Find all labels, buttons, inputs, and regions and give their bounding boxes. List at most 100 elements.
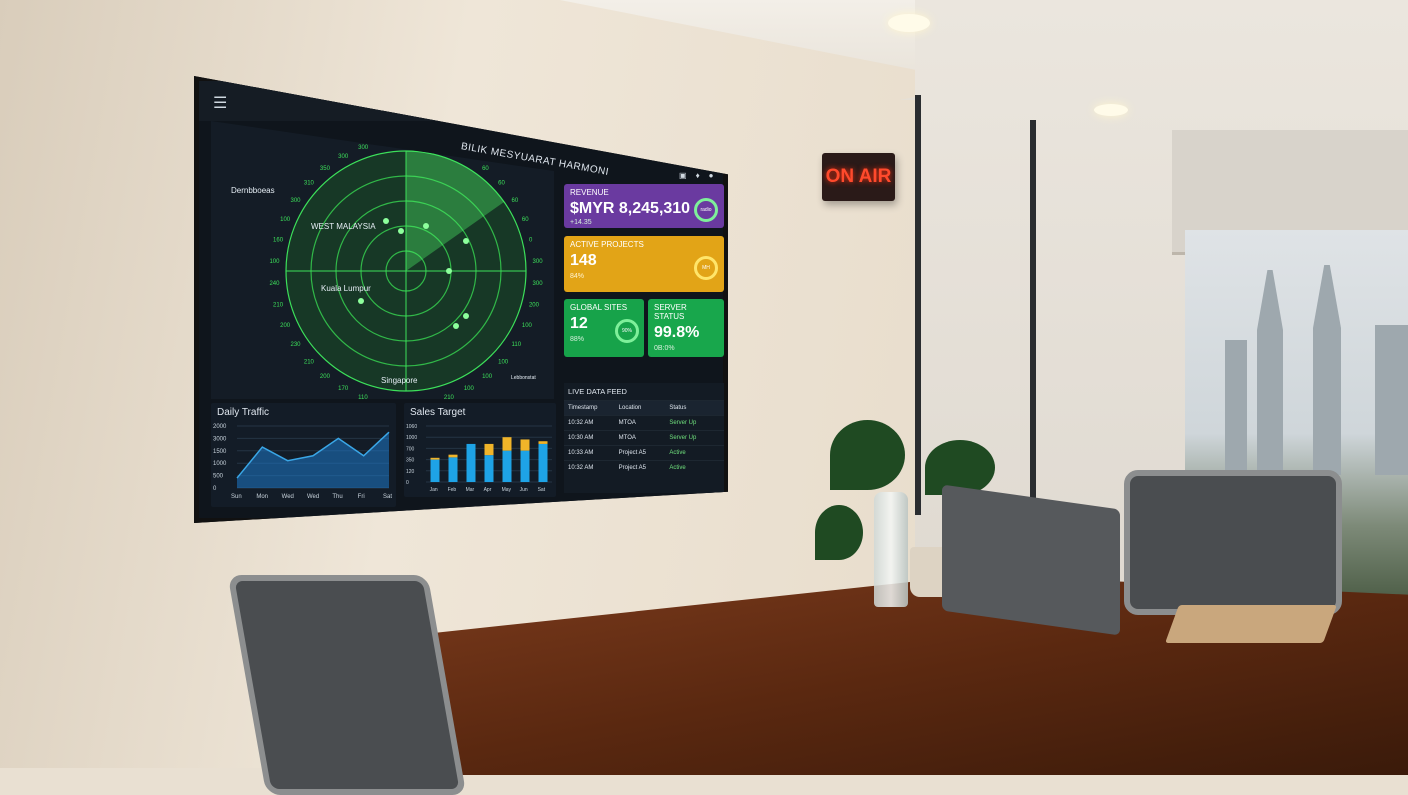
radar-blip [463,238,469,244]
x-tick-label: Jan [430,487,438,493]
y-tick-label: 2000 [213,424,227,430]
bearing-tick: 170 [338,386,349,392]
radar-blip [358,298,364,304]
cell-location: Project A5 [618,450,647,456]
x-tick-label: Sat [538,487,546,493]
on-air-sign: ON AIR [822,153,895,201]
ceiling-light [888,14,930,32]
card-label: GLOBAL SITES [570,303,628,312]
cell-time: 10:32 AM [568,465,594,471]
cell-time: 10:33 AM [568,450,594,456]
bearing-tick: 230 [290,342,301,348]
x-tick-label: May [502,487,512,493]
progress-ring: radio [694,198,718,222]
chart-title: Sales Target [410,407,466,418]
table-row[interactable]: 10:32 AM Project A5 Active [564,460,724,475]
bearing-tick: 100 [522,323,533,329]
cell-time: 10:32 AM [568,420,594,426]
target-bar [538,441,548,444]
bearing-tick: 200 [529,302,540,308]
card-sub: 0B:0% [654,345,675,352]
radar-map[interactable]: 0 10 20 30 60 60 60 60 0 300 300 200 100 110 100 100 100… [211,121,554,399]
card-sub: 84% [570,273,585,280]
cell-status: Server Up [669,435,697,441]
hamburger-menu-icon[interactable]: ☰ [213,95,228,112]
feed-header: Timestamp Location Status [564,400,724,415]
target-bar [448,454,458,458]
cell-location: MTOA [618,420,636,426]
active-projects-card[interactable]: ACTIVE PROJECTS 148 84% MH [564,236,724,292]
feed-title: LIVE DATA FEED [568,387,627,396]
office-chair [227,575,467,795]
bearing-tick: 110 [512,342,522,348]
target-bar [520,439,530,451]
water-bottle [874,492,908,607]
traffic-area [237,432,389,488]
chart-title: Daily Traffic [217,407,270,418]
y-tick-label: 1000 [406,435,417,441]
document-icon[interactable]: ▣ [679,171,687,180]
map-label: WEST MALAYSIA [311,222,376,231]
x-tick-label: Thu [332,494,342,500]
bearing-tick: 300 [338,154,349,160]
bearing-tick: 300 [533,259,544,265]
card-value: 12 [570,315,588,332]
bearing-tick: 60 [482,166,489,172]
card-value: 99.8% [654,324,700,341]
server-status-card[interactable]: SERVER STATUS 99.8% 0B:0% [648,299,724,357]
map-label: Kuala Lumpur [321,284,371,293]
bearing-tick: 200 [280,323,291,329]
sales-bar [448,457,458,482]
global-sites-card[interactable]: GLOBAL SITES 12 88% 90% [564,299,644,357]
bell-icon[interactable]: ♦ [695,171,700,180]
bearing-tick: 300 [290,198,301,204]
bearing-tick: 210 [273,302,284,308]
cell-time: 10:30 AM [568,435,594,441]
bearing-tick: 160 [273,238,284,244]
y-tick-label: 1500 [213,449,227,455]
x-tick-label: Sun [231,494,242,500]
bearing-tick: 100 [482,374,493,380]
daily-traffic-chart: 0 500 1000 1500 3000 2000 Sun Mon Wed Wed Thu Fri Sa… [213,424,392,500]
card-label: SERVER STATUS [654,303,687,321]
x-tick-label: Fri [358,494,365,500]
bearing-tick: 100 [269,259,280,265]
y-tick-label: 120 [406,469,415,475]
sales-target-panel: Sales Target 0 120 350 700 1000 1060 Jan Feb Mar… [404,403,556,497]
card-value: $MYR 8,245,310 [570,200,691,217]
bearing-tick: 100 [280,217,291,223]
table-row[interactable]: 10:30 AM MTOA Server Up [564,430,724,445]
cell-status: Active [669,465,686,471]
plant [830,420,905,490]
radar-blip [423,223,429,229]
office-chair [1124,470,1342,615]
x-tick-label: Apr [484,487,492,493]
sales-bar [430,459,440,482]
bearing-tick: 0 [401,138,405,144]
y-tick-label: 700 [406,446,415,452]
plant [925,440,995,495]
y-tick-label: 1060 [406,424,417,430]
y-tick-label: 350 [406,458,415,464]
daily-traffic-panel: Daily Traffic 0 500 1000 1500 3000 2000 Sun Mon… [211,403,396,507]
x-tick-label: Wed [282,494,294,500]
radar-blip [453,323,459,329]
live-data-feed: LIVE DATA FEED Timestamp Location Status… [564,383,724,493]
y-tick-label: 0 [213,486,217,492]
bearing-tick: 30 [464,154,471,160]
user-icon[interactable]: ● [708,171,714,180]
revenue-card[interactable]: REVENUE $MYR 8,245,310 +14.35 radio [564,184,724,228]
laptop [942,484,1120,636]
bearing-tick: 210 [304,359,315,365]
sales-bar [466,443,476,482]
x-tick-label: Mar [466,487,475,493]
x-tick-label: Sat [383,494,392,500]
target-bar [502,437,512,451]
notebook [1165,605,1337,643]
card-label: ACTIVE PROJECTS [570,240,644,249]
column-header: Status [669,405,687,411]
table-row[interactable]: 10:33 AM Project A5 Active [564,445,724,460]
table-row[interactable]: 10:32 AM MTOA Server Up [564,415,724,430]
bearing-tick: 200 [320,374,331,380]
target-bar [430,457,440,460]
